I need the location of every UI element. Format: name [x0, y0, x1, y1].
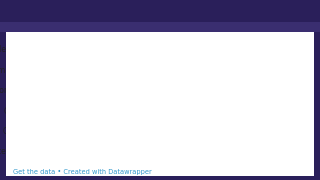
Bar: [237, 44, 275, 56]
Text: 50%: 50%: [240, 45, 261, 54]
Text: 20%: 20%: [240, 66, 261, 75]
Bar: [237, 125, 291, 138]
Text: Get the data • Created with Datawrapper: Get the data • Created with Datawrapper: [13, 169, 152, 175]
Text: 70%: 70%: [240, 127, 261, 136]
Text: Completed College - Unemployed: Completed College - Unemployed: [0, 86, 122, 95]
Bar: [237, 146, 298, 158]
Bar: [237, 84, 283, 97]
Text: Completed College - Employed: Completed College - Employed: [4, 107, 122, 116]
Text: Completed Graduate School - Employed: Completed Graduate School - Employed: [0, 147, 122, 156]
Text: Completed High School - Employed: Completed High School - Employed: [0, 66, 122, 75]
Text: Completed Graduate School - Unemployed: Completed Graduate School - Unemployed: [0, 127, 122, 136]
Text: 40%: 40%: [240, 107, 261, 116]
Bar: [237, 64, 252, 76]
Bar: [237, 105, 268, 117]
Text: 80%: 80%: [240, 147, 261, 156]
Text: Completed High School - Unemployed: Completed High School - Unemployed: [0, 45, 122, 54]
Text: 60%: 60%: [240, 86, 261, 95]
